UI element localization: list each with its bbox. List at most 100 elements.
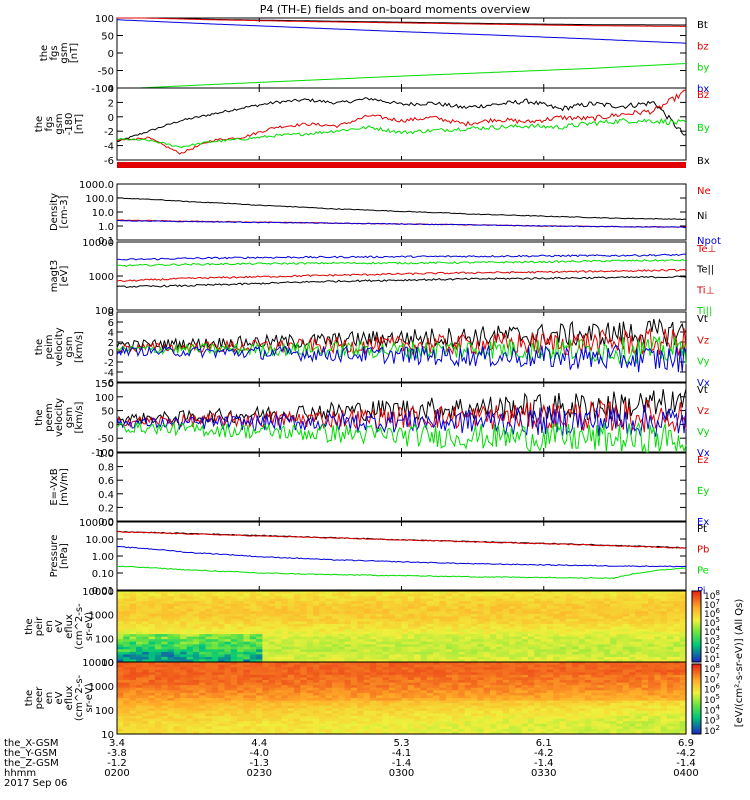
- heatmap-cell: [509, 726, 516, 730]
- heatmap-cell: [445, 598, 453, 602]
- heatmap-cell: [534, 687, 542, 691]
- heatmap-cell: [414, 601, 421, 605]
- heatmap-cell: [395, 710, 403, 715]
- heatmap-cell: [407, 654, 415, 658]
- heatmap-cell: [597, 606, 605, 610]
- heatmap-cell: [641, 659, 649, 663]
- heatmap-cell: [388, 674, 396, 679]
- heatmap-cell: [502, 677, 510, 681]
- heatmap-cell: [376, 598, 384, 602]
- heatmap-cell: [483, 692, 491, 697]
- y-tick-label: 100.0: [85, 194, 114, 205]
- y-tick-label: 10.0: [92, 208, 114, 219]
- heatmap-cell: [230, 656, 238, 660]
- heatmap-cell: [635, 603, 643, 607]
- heatmap-cell: [224, 667, 232, 671]
- heatmap-cell: [540, 629, 548, 633]
- heatmap-cell: [502, 621, 510, 625]
- heatmap-cell: [237, 687, 244, 691]
- heatmap-cell: [211, 723, 219, 727]
- heatmap-cell: [161, 629, 169, 633]
- heatmap-cell: [224, 718, 232, 722]
- heatmap-cell: [129, 672, 137, 676]
- heatmap-cell: [199, 662, 207, 666]
- heatmap-cell: [325, 621, 333, 625]
- heatmap-cell: [439, 646, 447, 650]
- heatmap-cell: [502, 616, 510, 620]
- legend-entry: Pb: [697, 545, 709, 556]
- heatmap-cell: [660, 616, 668, 620]
- heatmap-cell: [591, 593, 599, 597]
- heatmap-cell: [224, 698, 232, 702]
- heatmap-cell: [464, 721, 472, 725]
- heatmap-cell: [350, 687, 358, 691]
- heatmap-cell: [382, 593, 390, 597]
- heatmap-cell: [553, 667, 561, 671]
- heatmap-cell: [129, 629, 137, 633]
- heatmap-cell: [483, 708, 491, 712]
- heatmap-cell: [445, 669, 453, 673]
- heatmap-cell: [414, 667, 421, 671]
- heatmap-cell: [294, 639, 301, 643]
- heatmap-cell: [483, 616, 491, 620]
- heatmap-cell: [142, 598, 150, 602]
- heatmap-cell: [313, 601, 320, 605]
- heatmap-cell: [641, 601, 649, 605]
- heatmap-cell: [509, 616, 516, 620]
- heatmap-cell: [597, 603, 605, 607]
- heatmap-cell: [471, 721, 478, 725]
- heatmap-cell: [509, 639, 516, 643]
- heatmap-cell: [509, 651, 516, 655]
- heatmap-cell: [199, 692, 207, 697]
- heatmap-cell: [142, 705, 150, 709]
- heatmap-cell: [414, 726, 421, 730]
- heatmap-cell: [553, 669, 561, 673]
- heatmap-cell: [464, 695, 472, 699]
- heatmap-cell: [237, 641, 244, 645]
- heatmap-cell: [313, 680, 320, 684]
- heatmap-cell: [496, 672, 504, 676]
- heatmap-cell: [477, 662, 485, 666]
- heatmap-cell: [527, 603, 535, 607]
- heatmap-cell: [338, 723, 346, 727]
- heatmap-cell: [445, 677, 453, 681]
- heatmap-cell: [426, 603, 434, 607]
- heatmap-cell: [344, 716, 352, 720]
- heatmap-cell: [224, 672, 232, 676]
- heatmap-cell: [300, 626, 308, 630]
- heatmap-cell: [173, 728, 181, 733]
- heatmap-cell: [591, 649, 599, 653]
- heatmap-cell: [540, 721, 548, 725]
- heatmap-cell: [509, 656, 516, 660]
- heatmap-cell: [180, 644, 188, 648]
- heatmap-cell: [173, 634, 181, 638]
- heatmap-cell: [458, 621, 466, 625]
- heatmap-cell: [281, 708, 289, 712]
- heatmap-cell: [490, 613, 497, 617]
- heatmap-cell: [117, 596, 124, 600]
- heatmap-cell: [173, 731, 181, 735]
- heatmap-cell: [559, 705, 567, 709]
- heatmap-cell: [211, 651, 219, 655]
- heatmap-cell: [527, 705, 535, 709]
- heatmap-cell: [452, 591, 459, 595]
- heatmap-cell: [306, 731, 314, 735]
- heatmap-cell: [281, 636, 289, 640]
- heatmap-cell: [452, 685, 459, 689]
- heatmap-cell: [313, 644, 320, 648]
- heatmap-cell: [268, 698, 276, 702]
- heatmap-cell: [262, 710, 270, 715]
- heatmap-cell: [483, 659, 491, 663]
- heatmap-cell: [294, 608, 301, 612]
- heatmap-cell: [325, 593, 333, 597]
- heatmap-cell: [332, 674, 339, 679]
- heatmap-cell: [167, 705, 175, 709]
- heatmap-cell: [243, 608, 251, 612]
- heatmap-cell: [452, 687, 459, 691]
- heatmap-cell: [515, 603, 523, 607]
- heatmap-cell: [477, 646, 485, 650]
- heatmap-cell: [211, 672, 219, 676]
- heatmap-cell: [357, 644, 365, 648]
- heatmap-cell: [534, 646, 542, 650]
- heatmap-cell: [123, 646, 131, 650]
